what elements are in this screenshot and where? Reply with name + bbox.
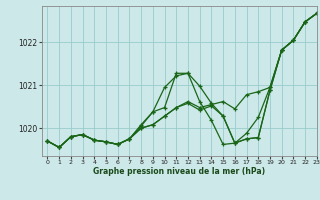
X-axis label: Graphe pression niveau de la mer (hPa): Graphe pression niveau de la mer (hPa) — [93, 167, 265, 176]
